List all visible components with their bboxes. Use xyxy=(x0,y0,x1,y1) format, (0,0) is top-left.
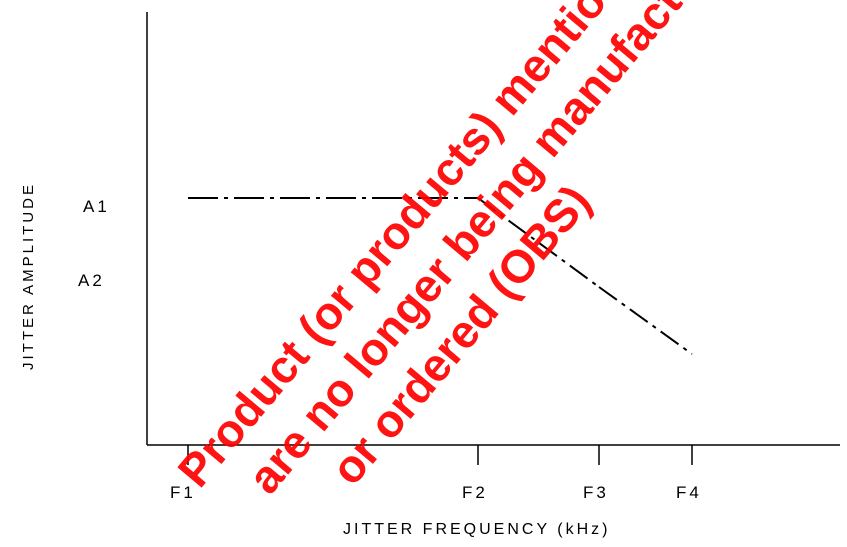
y-tick-label-a2: A2 xyxy=(78,271,105,290)
x-tick-label-f4: F4 xyxy=(676,483,702,502)
x-tick-label-f1: F1 xyxy=(170,483,196,502)
series-line xyxy=(188,197,693,355)
series-segment-slope-2 xyxy=(598,286,693,355)
obsolete-watermark: Product (or products) mentioned in this … xyxy=(167,0,764,503)
x-tick-label-f2: F2 xyxy=(462,483,488,502)
x-tick-label-f3: F3 xyxy=(583,483,609,502)
y-tick-label-a1: A1 xyxy=(83,197,110,216)
x-axis-title: JITTER FREQUENCY (kHz) xyxy=(343,521,610,538)
y-axis-title: JITTER AMPLITUDE xyxy=(20,182,37,370)
series-segment-slope-1 xyxy=(477,197,600,288)
